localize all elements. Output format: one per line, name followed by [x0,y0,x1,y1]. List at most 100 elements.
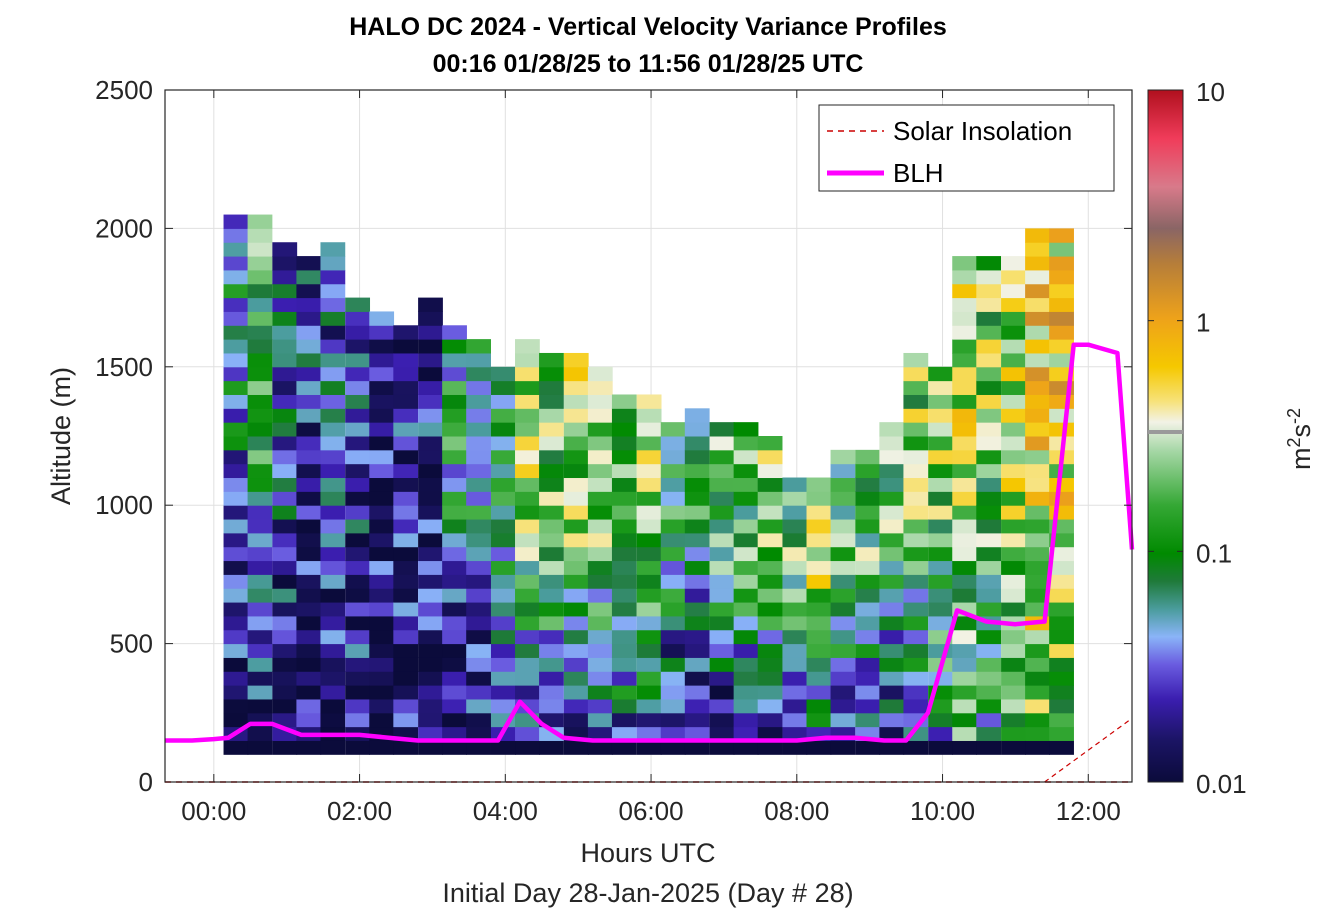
heatmap-cell [563,685,589,700]
heatmap-cell [611,408,637,423]
heatmap-cell [563,532,589,548]
heatmap-cell [272,712,298,728]
heatmap-cell [733,449,759,465]
heatmap-cell [879,449,905,465]
heatmap-cell [1049,269,1074,285]
heatmap-cell [296,574,322,589]
heatmap-cell [272,629,298,645]
heatmap-cell [879,560,905,575]
heatmap-cell [272,491,298,506]
heatmap-cell [684,602,710,617]
heatmap-cell [1001,477,1026,492]
heatmap-cell [563,740,589,755]
heatmap-cell [903,602,929,617]
y-tick-label: 500 [110,629,153,659]
heatmap-cell [733,671,759,686]
heatmap-cell [418,532,443,548]
heatmap-cell [611,671,637,686]
colorbar-ticks: 0.01 0.1 1 10 [1148,77,1247,799]
heatmap-cell [466,643,491,658]
chart-subtitle: 00:16 01/28/25 to 11:56 01/28/25 UTC [433,50,864,78]
colorbar-tick-label: 0.01 [1196,769,1247,799]
heatmap-cell [296,477,322,492]
heatmap-cell [976,698,1002,714]
heatmap-cell [952,505,978,520]
heatmap-cell [272,463,298,479]
heatmap-cell [1049,242,1074,257]
heatmap-cell [1025,256,1050,271]
heatmap-cell [490,491,516,506]
x-axis-ticks: 00:00 02:00 04:00 06:00 08:00 10:00 12:00 [181,90,1121,826]
heatmap-cell [1025,629,1050,645]
heatmap-cell [903,380,929,395]
heatmap-cell [272,477,298,492]
heatmap-cell [806,643,832,658]
heatmap-cell [515,394,540,409]
heatmap-cell [490,477,516,492]
y-tick-label: 0 [139,767,153,797]
heatmap-cell [855,602,881,617]
heatmap-cell [757,588,783,603]
heatmap-cell [442,602,467,617]
heatmap-cell [757,629,783,645]
heatmap-cell [587,712,613,728]
heatmap-cell [369,712,395,728]
heatmap-cell [539,380,564,395]
heatmap-cell [903,352,929,368]
heatmap-cell [587,380,613,395]
heatmap-cell [442,574,467,589]
heatmap-cell [345,477,371,492]
heatmap-cell [976,477,1002,492]
x-tick-label: 10:00 [910,796,975,826]
heatmap-cell [247,339,273,354]
heatmap-cell [733,491,759,506]
heatmap-cell [1049,477,1074,492]
heatmap-cell [320,491,346,506]
heatmap-cell [952,339,978,354]
heatmap-cell [442,685,467,700]
heatmap-cell [952,394,978,409]
heatmap-cell [320,256,346,271]
heatmap-cell [1049,643,1074,658]
heatmap-cell [587,643,613,658]
heatmap-cell [247,269,273,285]
heatmap-cell [272,519,298,534]
heatmap-cell [903,532,929,548]
heatmap-cell [684,436,710,451]
heatmap-cell [1025,519,1050,534]
heatmap-cell [296,505,322,520]
heatmap-cell [539,740,564,755]
heatmap-cell [709,698,735,714]
heatmap-cell [782,532,808,548]
heatmap-cell [345,532,371,548]
heatmap-cell [442,615,467,631]
heatmap-cell [757,740,783,755]
x-axis-label: Hours UTC [580,838,715,868]
heatmap-cell [757,574,783,589]
heatmap-cell [733,712,759,728]
heatmap-cell [296,297,322,312]
heatmap-cell [709,588,735,603]
heatmap-cell [757,657,783,672]
heatmap-cell [442,698,467,714]
heatmap-cell [223,256,249,271]
heatmap-cell [1025,394,1050,409]
svg-text:m2s-2: m2s-2 [1284,408,1316,470]
heatmap-cell [320,269,346,285]
heatmap-cell [466,629,491,645]
heatmap-cell [879,698,905,714]
heatmap-cell [587,657,613,672]
y-tick-label: 2500 [95,75,153,105]
heatmap-cell [976,532,1002,548]
heatmap-cell [660,698,686,714]
heatmap-cell [903,740,929,755]
heatmap-cell [393,712,419,728]
heatmap-cell [490,740,516,755]
heatmap-cell [223,297,249,312]
heatmap-cell [1025,463,1050,479]
heatmap-cell [223,629,249,645]
heatmap-cell [733,629,759,645]
heatmap-cell [418,449,443,465]
heatmap-cell [442,477,467,492]
heatmap-cell [976,726,1002,741]
